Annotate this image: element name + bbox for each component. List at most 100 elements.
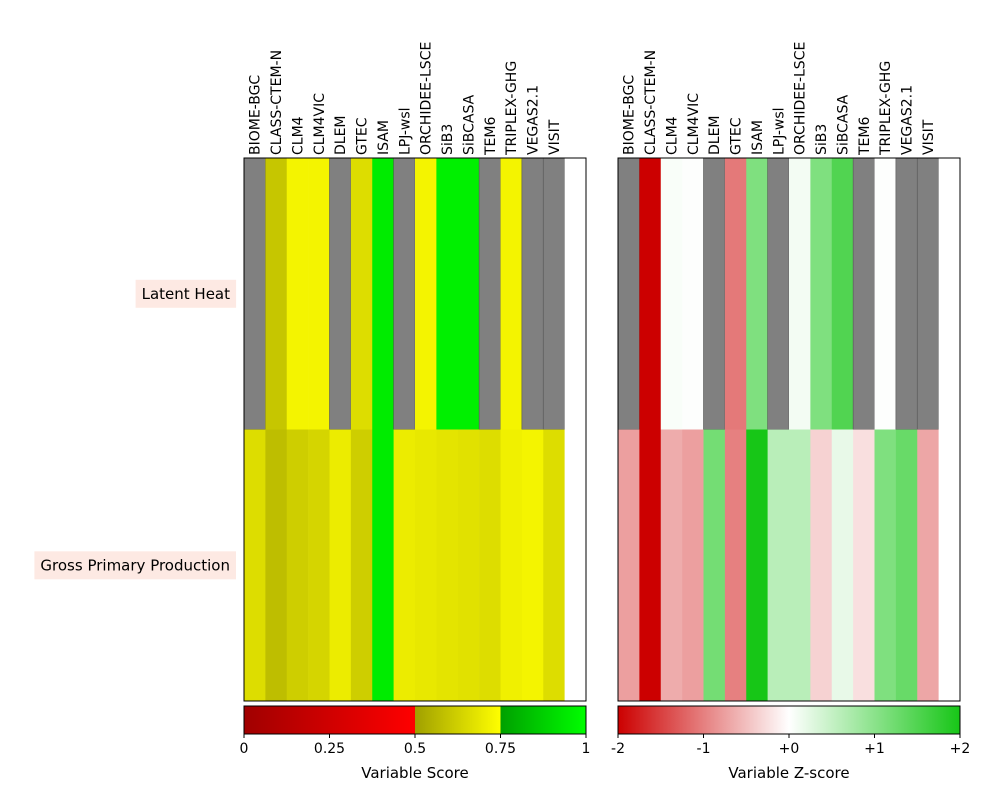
- colorbar-tick-label: -1: [697, 741, 711, 757]
- model-label: LPJ-wsl: [397, 107, 413, 155]
- heatmap-cell: [789, 158, 811, 430]
- model-label: ORCHIDEE-LSCE: [793, 42, 809, 155]
- variable-label: Gross Primary Production: [34, 551, 237, 580]
- model-label: SiBCASA: [835, 94, 851, 155]
- heatmap-cell: [853, 158, 875, 430]
- heatmap-cell: [457, 158, 480, 430]
- model-label: GTEC: [355, 117, 371, 155]
- model-label: CLASS-CTEM-N: [269, 50, 285, 155]
- model-label: TEM6: [857, 117, 873, 156]
- model-label: SiB3: [440, 124, 456, 155]
- model-label: TEM6: [483, 117, 499, 156]
- colorbar-tick-label: 1: [582, 741, 591, 757]
- heatmap-cell: [244, 158, 266, 430]
- colorbar-label: Variable Score: [361, 764, 469, 782]
- heatmap-cell: [618, 429, 640, 702]
- heatmap-cell: [521, 429, 544, 702]
- heatmap-cell: [564, 429, 587, 702]
- model-label: ORCHIDEE-LSCE: [419, 42, 435, 155]
- colorbar-tick-label: 0: [240, 741, 249, 757]
- colorbar-tick-label: 0.5: [404, 741, 426, 757]
- colorbar-tick-label: -2: [611, 741, 625, 757]
- heatmap-cell: [639, 158, 662, 430]
- heatmap-cell: [703, 158, 726, 430]
- heatmap-cell: [660, 158, 683, 430]
- heatmap-cell: [767, 429, 790, 702]
- model-label: CLM4VIC: [312, 93, 328, 155]
- heatmap-cell: [329, 429, 352, 702]
- model-label: TRIPLEX-GHG: [504, 61, 520, 156]
- heatmap-cell: [286, 429, 309, 702]
- heatmap-cell: [746, 429, 768, 702]
- heatmap-cell: [724, 158, 747, 430]
- heatmap-cell: [874, 158, 897, 430]
- heatmap-cell: [479, 158, 501, 430]
- model-label: CLM4: [664, 116, 680, 155]
- heatmap-cell: [372, 429, 394, 702]
- heatmap-cell: [831, 158, 854, 430]
- colorbar-tick-label: 0.75: [485, 741, 516, 757]
- heatmap-panel-2: BIOME-BGC CLASS-CTEM-N CLM4 CLM4VIC DLEM GTEC…: [617, 42, 961, 702]
- heatmap-cell: [393, 429, 416, 702]
- model-label: LPJ-wsl: [771, 107, 787, 155]
- heatmap-cell: [436, 429, 459, 702]
- heatmap-cell: [639, 429, 662, 702]
- heatmap-cell: [874, 429, 897, 702]
- colorbar-tick-label: +2: [950, 741, 971, 757]
- heatmap-cell: [618, 158, 640, 430]
- heatmap-cell: [543, 158, 565, 430]
- heatmap-cell: [682, 429, 704, 702]
- heatmap-cell: [895, 429, 918, 702]
- variable-label-bg: [34, 551, 237, 580]
- heatmap-cell: [831, 429, 854, 702]
- model-label: BIOME-BGC: [622, 75, 638, 155]
- colorbar-segment: [415, 706, 501, 734]
- colorbar-tick-label: 0.25: [314, 741, 345, 757]
- model-label: VEGAS2.1: [526, 85, 542, 155]
- colorbar-gradient: [618, 706, 960, 734]
- model-label: VISIT: [547, 119, 563, 155]
- model-label: CLM4VIC: [686, 93, 702, 155]
- heatmap-cell: [479, 429, 501, 702]
- heatmap-cell: [767, 158, 790, 430]
- heatmap-cell: [415, 429, 437, 702]
- heatmap-cell: [244, 429, 266, 702]
- model-label: CLASS-CTEM-N: [643, 50, 659, 155]
- model-label: VISIT: [921, 119, 937, 155]
- heatmap-cell: [853, 429, 875, 702]
- heatmap-cell: [703, 429, 726, 702]
- heatmap-cell: [746, 158, 768, 430]
- heatmap-panel-1: BIOME-BGC CLASS-CTEM-N CLM4 CLM4VIC DLEM GTEC…: [34, 42, 587, 702]
- colorbar-segment: [244, 706, 416, 734]
- heatmap-cell: [265, 429, 288, 702]
- heatmap-cell: [350, 158, 373, 430]
- heatmap-cell: [393, 158, 416, 430]
- colorbar-1: 0 0.25 0.5 0.75 1 Variable Score: [240, 705, 591, 782]
- heatmap-cell: [938, 429, 961, 702]
- model-label: SiB3: [814, 124, 830, 155]
- heatmap-cell: [350, 429, 373, 702]
- heatmap-cell: [810, 429, 833, 702]
- heatmap-cell: [789, 429, 811, 702]
- heatmap-frame: [617, 157, 961, 702]
- model-label: ISAM: [750, 120, 766, 155]
- heatmap-cell: [895, 158, 918, 430]
- heatmap-cell: [436, 158, 459, 430]
- heatmap-cell: [265, 158, 288, 430]
- heatmap-cell: [457, 429, 480, 702]
- heatmap-cell: [521, 158, 544, 430]
- model-label: CLM4: [290, 116, 306, 155]
- colorbar-2: -2 -1 +0 +1 +2 Variable Z-score: [611, 705, 971, 782]
- heatmap-cell: [917, 158, 939, 430]
- colorbar-segment: [500, 706, 587, 734]
- model-label: ISAM: [376, 120, 392, 155]
- model-label: BIOME-BGC: [248, 75, 264, 155]
- heatmap-cell: [682, 158, 704, 430]
- heatmap-cell: [500, 158, 523, 430]
- colorbar-tick-label: +1: [864, 741, 885, 757]
- variable-label-text: Gross Primary Production: [40, 556, 230, 574]
- model-label: DLEM: [707, 115, 723, 155]
- variable-label-text: Latent Heat: [142, 285, 231, 303]
- model-label: VEGAS2.1: [900, 85, 916, 155]
